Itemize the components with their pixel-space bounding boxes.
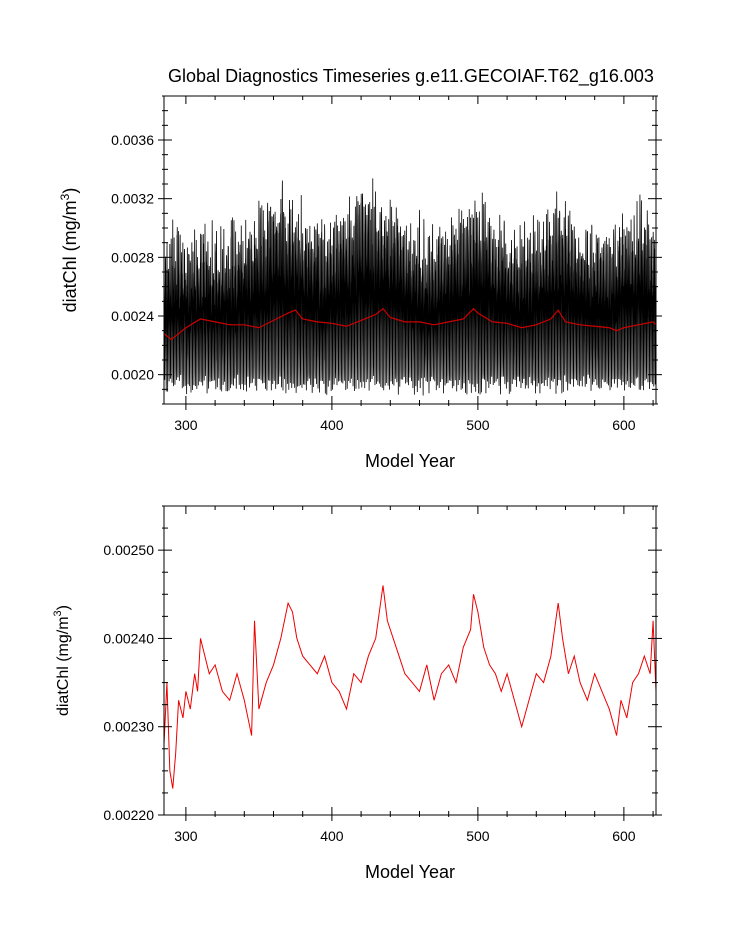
y-axis: 0.0020 0.0024 0.0028 0.0032 0.0036 diatChl (m… xyxy=(58,95,662,405)
x-tick-label: 600 xyxy=(612,828,636,844)
plot-frame xyxy=(163,505,657,816)
y-axis-label: diatChl (mg/m3) xyxy=(58,188,80,313)
y-tick-label: 0.00230 xyxy=(103,719,154,735)
y-tick-label: 0.00240 xyxy=(103,630,154,646)
plot-area xyxy=(164,585,656,789)
y-tick-label: 0.0028 xyxy=(111,249,154,265)
x-tick-label: 300 xyxy=(174,417,198,433)
y-axis-label: diatChl (mg/m3) xyxy=(52,605,72,716)
x-tick-label: 500 xyxy=(466,417,490,433)
x-axis-label: Model Year xyxy=(365,862,455,882)
y-tick-label: 0.00250 xyxy=(103,542,154,558)
y-tick-label: 0.00220 xyxy=(103,807,154,823)
plot-area xyxy=(164,178,656,396)
x-axis-label: Model Year xyxy=(365,451,455,471)
x-tick-label: 300 xyxy=(174,828,198,844)
y-tick-label: 0.0020 xyxy=(111,367,154,383)
series-annual-mean-line xyxy=(164,307,656,341)
y-tick-label: 0.0032 xyxy=(111,191,154,207)
x-axis: 300 400 500 600 Model Year xyxy=(174,506,654,882)
y-tick-label: 0.0036 xyxy=(111,132,154,148)
series-annual-mean-line xyxy=(164,585,656,789)
x-tick-label: 600 xyxy=(612,417,636,433)
top-chart-panel: 300 400 500 600 Model Year 0.0020 0.0024 0.0028… xyxy=(58,95,662,471)
x-tick-label: 500 xyxy=(466,828,490,844)
series-monthly-line xyxy=(164,178,656,396)
y-axis: 0.00220 0.00230 0.00240 0.00250 diatChl (mg/… xyxy=(52,505,662,823)
x-tick-label: 400 xyxy=(320,828,344,844)
x-tick-label: 400 xyxy=(320,417,344,433)
figure-title: Global Diagnostics Timeseries g.e11.GECO… xyxy=(168,66,654,87)
y-tick-label: 0.0024 xyxy=(111,308,154,324)
x-axis: 300 400 500 600 Model Year xyxy=(174,96,654,471)
plot-frame xyxy=(163,95,657,405)
